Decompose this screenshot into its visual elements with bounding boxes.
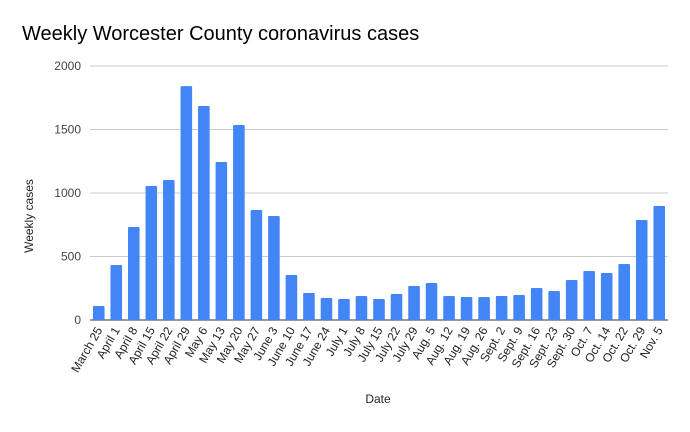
bar bbox=[163, 180, 175, 320]
bar bbox=[303, 292, 315, 320]
bar bbox=[565, 279, 578, 320]
y-tick-label: 1000 bbox=[54, 186, 81, 200]
bar bbox=[635, 220, 648, 320]
bar bbox=[355, 295, 368, 320]
bar bbox=[478, 297, 490, 320]
bar bbox=[268, 215, 280, 320]
bar bbox=[530, 287, 543, 320]
chart-title: Weekly Worcester County coronavirus case… bbox=[22, 23, 419, 45]
bar bbox=[390, 293, 403, 320]
bar bbox=[548, 291, 560, 320]
bar bbox=[320, 298, 333, 320]
bar bbox=[250, 210, 263, 320]
bar bbox=[653, 205, 666, 320]
y-tick-label: 1500 bbox=[54, 123, 81, 137]
bar bbox=[373, 299, 385, 320]
bar bbox=[215, 162, 228, 320]
bar bbox=[600, 273, 613, 320]
bar bbox=[460, 297, 473, 320]
bar bbox=[285, 275, 298, 320]
bar bbox=[583, 270, 595, 320]
y-tick-label: 0 bbox=[74, 313, 81, 327]
bar bbox=[425, 283, 438, 320]
bar bbox=[198, 106, 210, 320]
y-axis-label: Weekly cases bbox=[22, 179, 36, 253]
y-tick-label: 500 bbox=[61, 250, 81, 264]
bar bbox=[145, 186, 158, 320]
bar bbox=[408, 285, 420, 320]
bar bbox=[128, 227, 140, 320]
bar bbox=[92, 306, 105, 320]
bar bbox=[513, 294, 525, 320]
bar bbox=[233, 125, 245, 321]
bar bbox=[110, 265, 123, 320]
x-axis-label: Date bbox=[365, 392, 391, 406]
bar bbox=[338, 299, 350, 320]
bar bbox=[443, 295, 455, 320]
bar bbox=[180, 86, 193, 320]
y-tick-label: 2000 bbox=[54, 59, 81, 73]
bar bbox=[495, 295, 508, 320]
bar bbox=[618, 263, 630, 320]
